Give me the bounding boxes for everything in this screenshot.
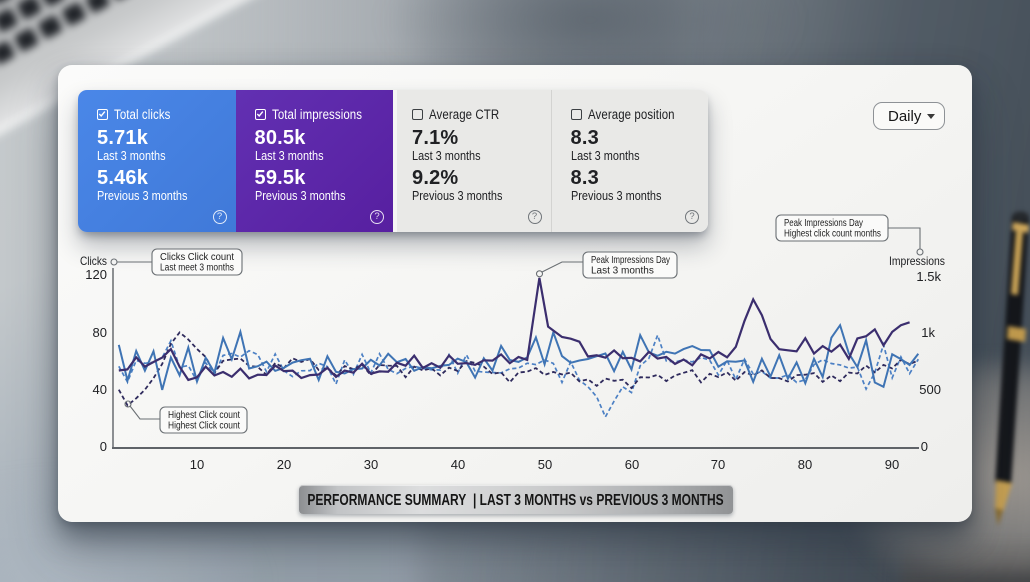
svg-text:90: 90 <box>885 457 899 472</box>
svg-text:Peak Impressions Day: Peak Impressions Day <box>591 255 670 266</box>
svg-text:80: 80 <box>798 457 812 472</box>
svg-text:Last 3 months: Last 3 months <box>591 266 654 277</box>
svg-text:10: 10 <box>190 457 204 472</box>
svg-text:500: 500 <box>919 382 941 397</box>
svg-text:0: 0 <box>100 439 107 454</box>
svg-text:1.5k: 1.5k <box>916 269 941 284</box>
svg-text:Highest click count months: Highest click count months <box>784 229 881 240</box>
svg-text:20: 20 <box>277 457 291 472</box>
svg-text:1k: 1k <box>921 325 935 340</box>
svg-text:Clicks: Clicks <box>80 254 107 268</box>
svg-text:70: 70 <box>711 457 725 472</box>
svg-text:Impressions: Impressions <box>889 254 945 268</box>
svg-text:120: 120 <box>85 267 107 282</box>
svg-text:Highest Click count: Highest Click count <box>168 410 240 421</box>
svg-text:40: 40 <box>93 382 107 397</box>
svg-text:Last meet 3 months: Last meet 3 months <box>160 263 234 274</box>
svg-text:60: 60 <box>625 457 639 472</box>
svg-text:Highest Click count: Highest Click count <box>168 421 240 432</box>
svg-text:30: 30 <box>364 457 378 472</box>
svg-text:80: 80 <box>93 325 107 340</box>
svg-text:Clicks Click count: Clicks Click count <box>160 252 234 263</box>
svg-text:0: 0 <box>921 439 928 454</box>
svg-text:50: 50 <box>538 457 552 472</box>
svg-text:Peak Impressions Day: Peak Impressions Day <box>784 218 863 229</box>
svg-text:40: 40 <box>451 457 465 472</box>
